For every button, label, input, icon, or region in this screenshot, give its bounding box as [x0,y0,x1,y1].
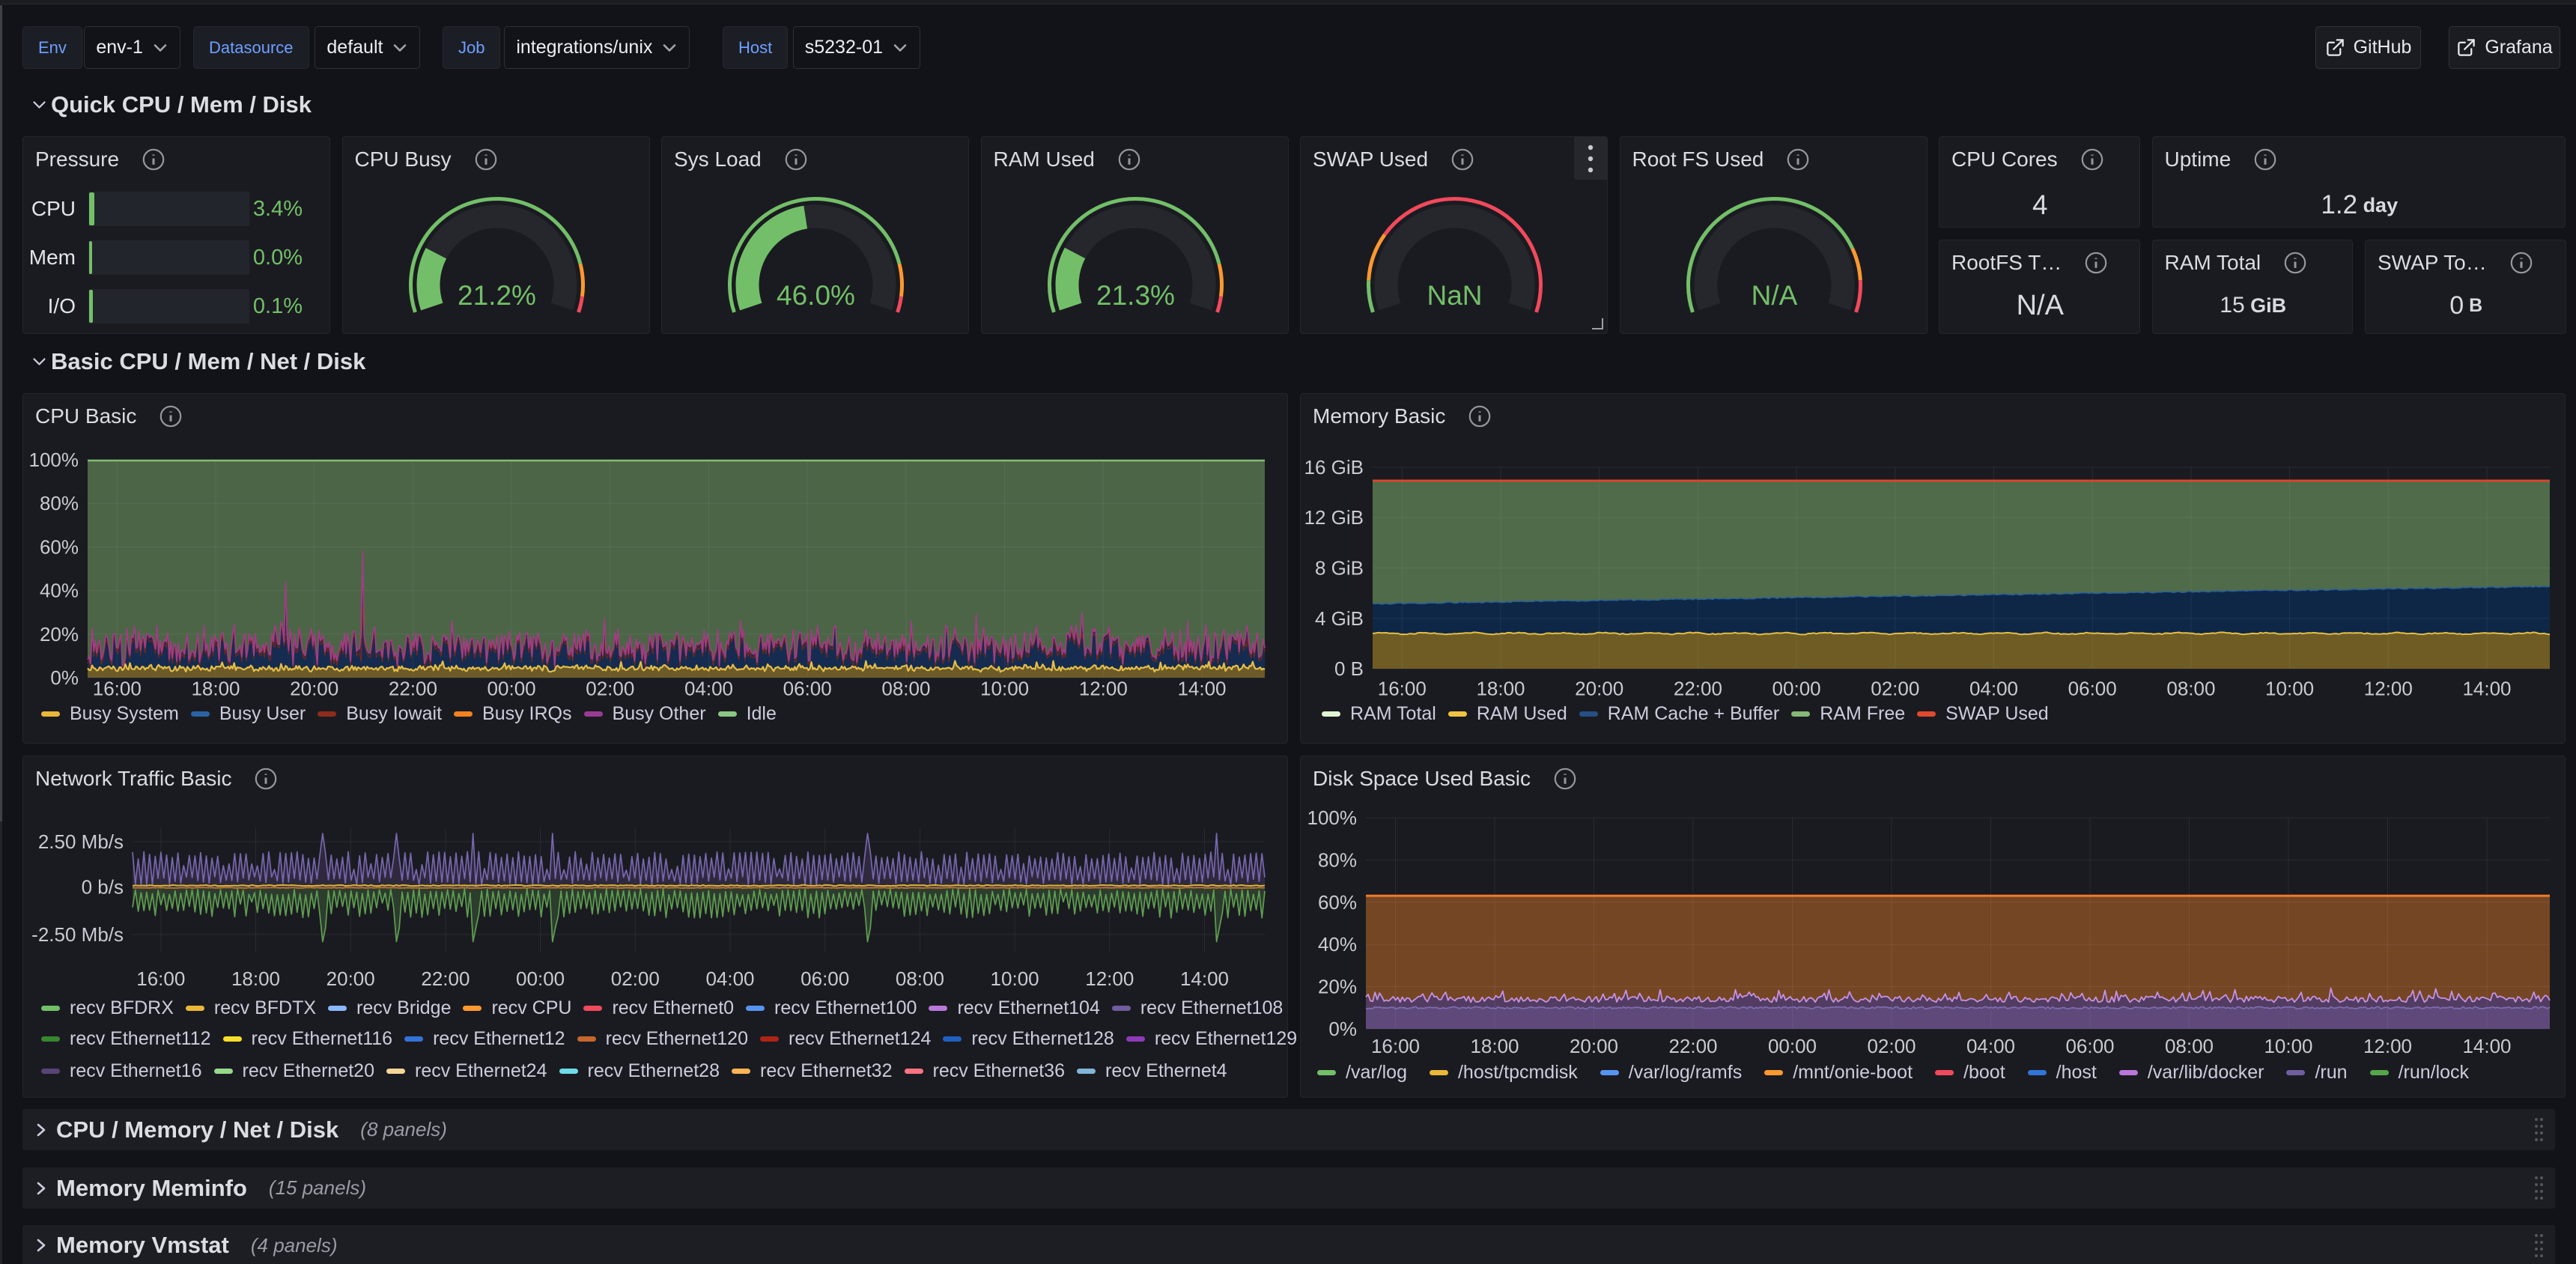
svg-text:20%: 20% [1318,976,1357,998]
svg-text:18:00: 18:00 [1476,678,1525,700]
svg-text:04:00: 04:00 [1966,1035,2015,1057]
svg-text:02:00: 02:00 [1867,1035,1916,1057]
svg-text:40%: 40% [40,580,79,602]
svg-text:08:00: 08:00 [881,678,930,700]
svg-text:22:00: 22:00 [389,678,437,700]
svg-text:10:00: 10:00 [980,678,1029,700]
svg-text:16:00: 16:00 [93,678,142,700]
svg-text:04:00: 04:00 [705,967,754,990]
svg-text:0%: 0% [1328,1018,1357,1040]
svg-text:08:00: 08:00 [2166,678,2215,700]
svg-text:18:00: 18:00 [191,678,240,700]
svg-text:20:00: 20:00 [1575,678,1623,700]
svg-text:14:00: 14:00 [2462,1035,2511,1057]
svg-text:80%: 80% [40,492,79,514]
svg-text:02:00: 02:00 [1871,678,1919,700]
svg-text:20:00: 20:00 [1570,1035,1618,1057]
svg-text:02:00: 02:00 [586,678,634,700]
svg-text:40%: 40% [1318,933,1357,955]
svg-text:10:00: 10:00 [991,967,1039,990]
svg-text:02:00: 02:00 [611,967,660,990]
svg-text:2.50 Mb/s: 2.50 Mb/s [38,830,124,853]
svg-text:06:00: 06:00 [801,967,849,990]
svg-text:0%: 0% [50,666,79,689]
svg-text:08:00: 08:00 [2165,1035,2214,1057]
svg-text:06:00: 06:00 [2068,678,2117,700]
svg-text:12 GiB: 12 GiB [1304,506,1364,529]
svg-text:04:00: 04:00 [684,678,733,700]
svg-text:21.3%: 21.3% [1096,280,1175,311]
svg-text:00:00: 00:00 [487,678,536,700]
svg-text:N/A: N/A [1751,280,1797,311]
svg-text:10:00: 10:00 [2264,1035,2312,1057]
svg-text:8 GiB: 8 GiB [1315,557,1364,580]
svg-text:10:00: 10:00 [2265,678,2314,700]
svg-text:100%: 100% [29,449,79,471]
svg-text:00:00: 00:00 [516,967,565,990]
svg-text:21.2%: 21.2% [458,280,536,311]
svg-text:12:00: 12:00 [1079,678,1128,700]
svg-text:18:00: 18:00 [231,967,280,990]
svg-text:06:00: 06:00 [2065,1035,2114,1057]
svg-text:-2.50 Mb/s: -2.50 Mb/s [31,923,124,946]
svg-text:14:00: 14:00 [1180,967,1229,990]
svg-text:14:00: 14:00 [2462,678,2511,700]
svg-text:22:00: 22:00 [1674,678,1722,700]
svg-text:60%: 60% [1318,891,1357,914]
svg-text:08:00: 08:00 [896,967,944,990]
svg-text:12:00: 12:00 [2363,1035,2412,1057]
svg-text:16:00: 16:00 [1371,1035,1420,1057]
svg-text:80%: 80% [1318,848,1357,871]
svg-text:06:00: 06:00 [783,678,832,700]
svg-text:4 GiB: 4 GiB [1315,607,1364,630]
svg-text:0 B: 0 B [1334,657,1364,680]
svg-text:16 GiB: 16 GiB [1304,456,1364,478]
svg-text:00:00: 00:00 [1772,678,1821,700]
svg-text:12:00: 12:00 [2364,678,2413,700]
svg-text:100%: 100% [1307,806,1358,829]
svg-text:20:00: 20:00 [326,967,375,990]
svg-text:20:00: 20:00 [290,678,338,700]
svg-text:22:00: 22:00 [421,967,470,990]
svg-text:46.0%: 46.0% [777,280,855,311]
svg-text:16:00: 16:00 [1378,678,1427,700]
svg-text:16:00: 16:00 [136,967,185,990]
svg-text:NaN: NaN [1427,280,1482,311]
svg-text:12:00: 12:00 [1085,967,1134,990]
svg-text:18:00: 18:00 [1470,1035,1519,1057]
svg-text:00:00: 00:00 [1768,1035,1817,1057]
svg-text:0 b/s: 0 b/s [82,875,124,898]
svg-text:14:00: 14:00 [1177,678,1226,700]
svg-text:22:00: 22:00 [1668,1035,1717,1057]
svg-text:04:00: 04:00 [1969,678,2018,700]
svg-text:60%: 60% [40,535,79,558]
svg-text:20%: 20% [40,623,79,645]
